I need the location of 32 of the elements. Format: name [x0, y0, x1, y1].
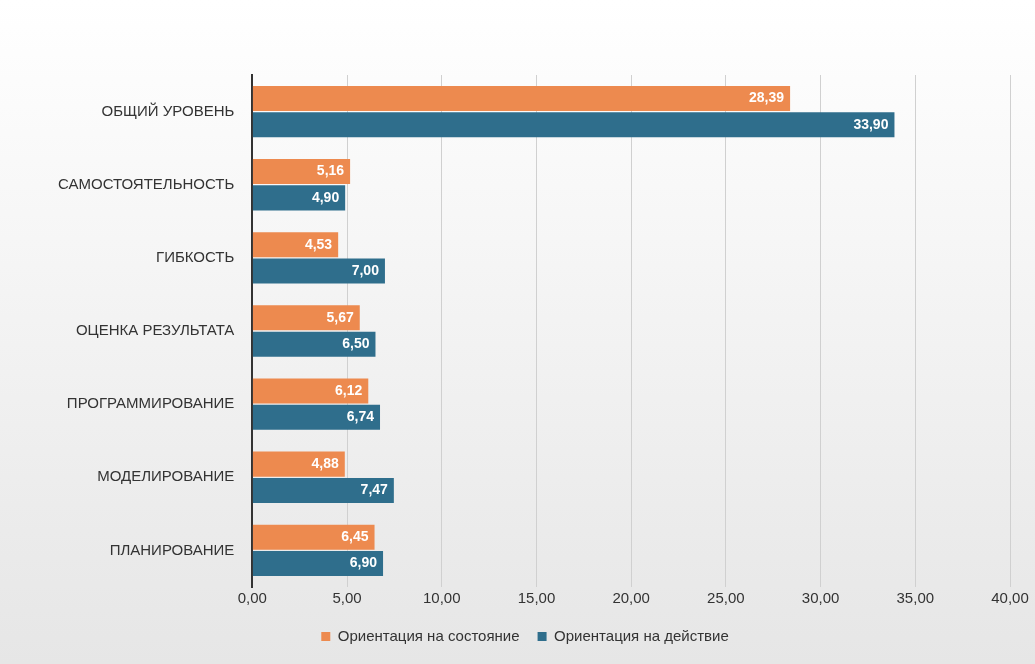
data-label: 6,74 — [346, 408, 375, 425]
data-label: 33,90 — [853, 115, 889, 132]
x-tick-label: 25,00 — [707, 589, 745, 607]
x-tick-label: 35,00 — [896, 589, 935, 607]
y-tick-label: ОЦЕНКА РЕЗУЛЬТАТА — [75, 321, 235, 339]
data-label: 7,00 — [351, 261, 380, 278]
x-tick-label: 15,00 — [517, 589, 556, 607]
x-tick-label: 30,00 — [801, 589, 840, 607]
x-tick-label: 40,00 — [991, 589, 1029, 607]
y-tick-label: ГИБКОСТЬ — [156, 248, 235, 265]
y-tick-label: МОДЕЛИРОВАНИЕ — [97, 467, 235, 485]
y-tick-label: ПЛАНИРОВАНИЕ — [109, 540, 235, 558]
x-tick-label: 20,00 — [612, 589, 650, 607]
data-label: 28,39 — [749, 89, 785, 106]
data-label: 4,53 — [304, 235, 333, 252]
x-tick-label: 10,00 — [423, 589, 461, 607]
data-label: 6,45 — [341, 528, 369, 545]
data-label: 7,47 — [360, 481, 389, 498]
data-label: 6,90 — [349, 554, 378, 571]
data-label: 4,90 — [311, 188, 340, 205]
y-tick-label: ПРОГРАММИРОВАНИЕ — [66, 394, 235, 412]
legend-label: Ориентация на состояние — [337, 626, 520, 644]
x-tick-label: 5,00 — [332, 589, 362, 607]
y-tick-label: ОБЩИЙ УРОВЕНЬ — [101, 101, 235, 119]
y-tick-label: САМОСТОЯТЕЛЬНОСТЬ — [57, 174, 235, 192]
legend-label: Ориентация на действие — [554, 626, 729, 644]
data-label: 4,88 — [311, 454, 339, 471]
data-label: 6,12 — [335, 381, 363, 398]
data-label: 6,50 — [342, 335, 370, 352]
x-tick-label: 0,00 — [237, 589, 267, 607]
data-label: 5,16 — [316, 162, 345, 179]
data-label: 5,67 — [326, 308, 354, 325]
